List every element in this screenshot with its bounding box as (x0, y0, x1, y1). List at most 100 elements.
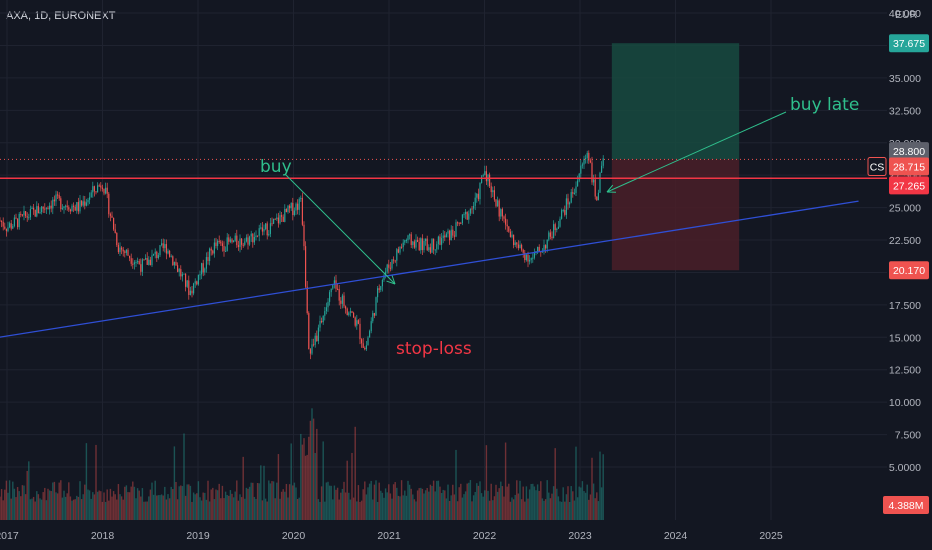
volume-bar (416, 490, 419, 520)
candle-body (361, 339, 363, 344)
candle-body (132, 263, 134, 265)
candle-body (581, 164, 583, 166)
candle-body (197, 274, 199, 285)
volume-bar (12, 481, 14, 520)
volume-bar (90, 498, 92, 520)
candle-body (273, 218, 275, 224)
candle-body (545, 245, 547, 249)
buy-late-arrow[interactable] (606, 111, 787, 193)
volume-bar (420, 487, 422, 520)
candle-body (337, 288, 339, 290)
candle-body (228, 237, 230, 242)
candle-body (525, 254, 527, 261)
candle-body (63, 206, 65, 209)
candle-body (169, 250, 171, 257)
time-tick: 2020 (282, 530, 306, 542)
volume-bar (84, 484, 86, 520)
candle-body (401, 246, 403, 248)
candle-body (365, 345, 367, 350)
volume-bar (207, 480, 209, 520)
candle-body (274, 218, 276, 220)
volume-bar (556, 488, 558, 520)
candle-body (93, 186, 95, 192)
volume-bar (23, 485, 25, 520)
volume-bar (55, 492, 57, 520)
candle-body (0, 220, 1, 222)
candle-body (506, 224, 508, 227)
price-axis[interactable]: 40.00037.50035.00032.50030.00027.50025.0… (889, 8, 921, 474)
trendline[interactable] (0, 200, 859, 338)
volume-bar (234, 491, 236, 520)
volume-bar (101, 501, 104, 520)
candle-body (516, 242, 518, 245)
candle-body (551, 236, 553, 239)
candle-body (161, 243, 163, 246)
buy-arrow[interactable] (284, 173, 396, 285)
candle-body (79, 200, 81, 212)
candle-body (594, 179, 596, 197)
profit-zone[interactable] (611, 43, 740, 160)
volume-bar (586, 484, 588, 520)
candle-body (260, 227, 262, 229)
volume-bar (597, 501, 600, 520)
volume-bar (359, 501, 361, 520)
volume-bar (44, 487, 46, 520)
volume-bar (229, 490, 232, 520)
candle-body (461, 214, 463, 224)
candle-body (484, 171, 486, 175)
volume-bar (26, 470, 28, 520)
candle-body (119, 247, 121, 253)
volume-bar (509, 501, 512, 520)
candle-body (417, 240, 419, 242)
price-tick: 25.000 (889, 203, 921, 215)
candle-body (375, 297, 377, 316)
volume-bar (373, 484, 376, 520)
price-tick: 10.000 (889, 397, 921, 409)
volume-bar (58, 482, 60, 520)
volume-bar (319, 501, 321, 520)
volume-bar (255, 498, 257, 520)
volume-bar (581, 481, 584, 520)
candle-body (476, 193, 478, 198)
time-axis[interactable]: 2017 2018 2019 2020 2021 2022 2023 2024 2025 (0, 530, 783, 542)
candle-body (167, 250, 169, 254)
volume-bar (469, 480, 472, 520)
volume-bar (336, 487, 339, 520)
buy-annotation[interactable]: buy (260, 157, 292, 177)
volume-bar (151, 482, 153, 520)
volume-bar (560, 501, 563, 520)
candle-body (265, 223, 267, 230)
candle-body (458, 222, 460, 224)
candle-body (145, 258, 147, 260)
volume-bar (269, 483, 272, 520)
candle-body (570, 192, 572, 203)
candle-body (188, 280, 190, 295)
candle-body (409, 234, 411, 236)
volume-bar (533, 486, 536, 520)
candle-body (199, 274, 201, 276)
volume-bar (260, 465, 262, 520)
candle-body (303, 224, 305, 247)
candle-body (306, 286, 308, 314)
candle-body (281, 215, 283, 217)
volume-bar (335, 489, 337, 520)
volume-bar (567, 486, 569, 520)
candle-body (85, 202, 87, 206)
buy-late-annotation[interactable]: buy late (790, 95, 859, 115)
volume-bar (287, 497, 289, 520)
stop-loss-annotation[interactable]: stop-loss (396, 339, 472, 359)
candle-body (193, 283, 195, 294)
volume-bar (98, 490, 100, 520)
loss-zone[interactable] (611, 159, 740, 271)
volume-bar (306, 454, 308, 520)
candle-body (2, 221, 4, 227)
volume-bar (432, 480, 435, 520)
price-tick: 5.0000 (889, 462, 921, 474)
candle-body (74, 206, 76, 211)
volume-bar (220, 498, 222, 520)
volume-bar (8, 480, 11, 520)
volume-bar (148, 496, 150, 520)
candle-body (157, 255, 159, 259)
candle-body (490, 186, 492, 193)
